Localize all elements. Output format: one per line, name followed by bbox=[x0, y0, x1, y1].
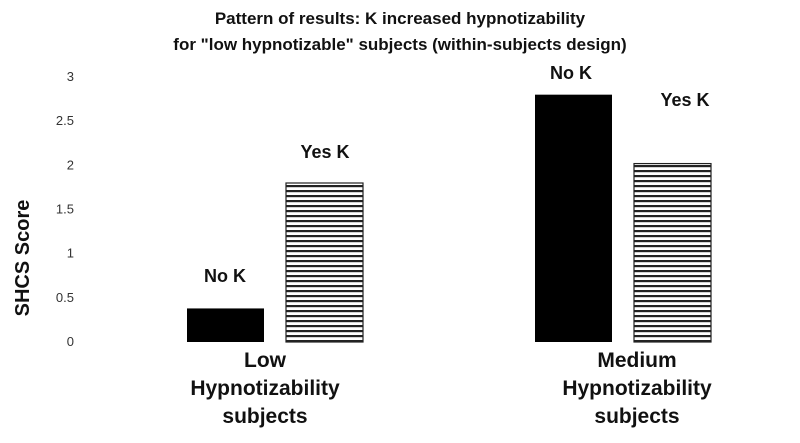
y-axis-label: SHCS Score bbox=[12, 200, 34, 317]
bar-yes-k-0 bbox=[285, 182, 364, 343]
chart-title-line-1: Pattern of results: K increased hypnotiz… bbox=[215, 9, 586, 28]
category-labels: Low Hypnotizability subjects Medium Hypnotiz… bbox=[190, 349, 712, 428]
bar-label: Yes K bbox=[660, 90, 709, 110]
category-label: Hypnotizability bbox=[190, 377, 340, 400]
y-tick-label: 2 bbox=[67, 157, 74, 172]
bar-no-k-0 bbox=[187, 308, 264, 342]
y-axis-ticks: 0 0.5 1 1.5 2 2.5 3 bbox=[56, 69, 74, 349]
category-label: Low bbox=[244, 349, 287, 372]
bar-no-k-1 bbox=[535, 94, 612, 343]
bar-yes-k-1 bbox=[633, 162, 712, 343]
y-tick-label: 1.5 bbox=[56, 202, 74, 217]
bar-labels: No K No K Yes K Yes K bbox=[204, 63, 710, 286]
category-label: Medium bbox=[597, 349, 676, 372]
y-tick-label: 0 bbox=[67, 334, 74, 349]
y-tick-label: 2.5 bbox=[56, 113, 74, 128]
bar-label: No K bbox=[550, 63, 592, 83]
category-label: Hypnotizability bbox=[562, 377, 712, 400]
bars bbox=[187, 94, 712, 343]
bar-label: No K bbox=[204, 266, 246, 286]
chart-title-line-2: for "low hypnotizable" subjects (within-… bbox=[173, 35, 626, 54]
y-tick-label: 3 bbox=[67, 69, 74, 84]
y-tick-label: 0.5 bbox=[56, 290, 74, 305]
category-label: subjects bbox=[594, 405, 679, 428]
bar-label: Yes K bbox=[300, 142, 349, 162]
y-tick-label: 1 bbox=[67, 246, 74, 261]
category-label: subjects bbox=[222, 405, 307, 428]
